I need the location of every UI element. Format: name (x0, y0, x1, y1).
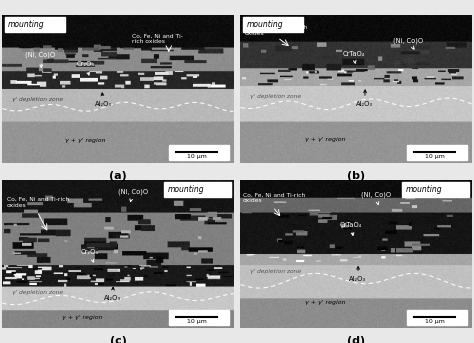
Text: Al₂O₃: Al₂O₃ (95, 93, 112, 107)
Text: γ + γ' region: γ + γ' region (305, 137, 346, 142)
Text: Co, Fe, Ni and Ti-
rich oxides: Co, Fe, Ni and Ti- rich oxides (132, 34, 182, 44)
Text: (Ni, Co)O: (Ni, Co)O (118, 189, 148, 202)
Bar (169, 310, 229, 324)
Text: CrTaO₄: CrTaO₄ (342, 51, 365, 63)
Text: (a): (a) (109, 171, 127, 181)
Text: γ + γ' region: γ + γ' region (305, 300, 346, 305)
Text: (Ni, Co)O: (Ni, Co)O (26, 52, 55, 68)
Text: (Ni, Co)O: (Ni, Co)O (393, 37, 423, 49)
Text: γ + γ' region: γ + γ' region (65, 138, 105, 143)
Text: (Ni, Co)O: (Ni, Co)O (361, 192, 391, 204)
Text: mounting: mounting (8, 20, 45, 29)
Bar (407, 145, 467, 160)
Text: Al₂O₃: Al₂O₃ (104, 287, 121, 301)
Text: Al₂O₃: Al₂O₃ (356, 90, 373, 107)
Bar (407, 310, 467, 324)
Text: Cr₂O₃: Cr₂O₃ (81, 249, 99, 262)
Text: γ' depletion zone: γ' depletion zone (12, 97, 63, 102)
Text: γ' depletion zone: γ' depletion zone (250, 94, 301, 99)
Text: (b): (b) (347, 171, 365, 181)
Bar (169, 145, 229, 160)
Text: 10 μm: 10 μm (187, 154, 207, 159)
Text: CrTaO₄: CrTaO₄ (340, 222, 362, 235)
Text: γ + γ' region: γ + γ' region (63, 315, 103, 320)
Bar (402, 182, 469, 197)
Text: Al₂O₃: Al₂O₃ (349, 267, 366, 282)
Text: Cr₂O₃: Cr₂O₃ (76, 61, 94, 75)
Bar (243, 17, 303, 32)
Text: Co, Fe, Ni and Ti-rich
oxides: Co, Fe, Ni and Ti-rich oxides (7, 197, 69, 208)
Text: (c): (c) (109, 336, 127, 343)
Text: Co, Fe, Ni and Ti-rich
oxides: Co, Fe, Ni and Ti-rich oxides (243, 193, 305, 203)
Bar (5, 17, 65, 32)
Text: Co, Fe, Ni and Ti-rich
oxides: Co, Fe, Ni and Ti-rich oxides (245, 25, 307, 36)
Text: 10 μm: 10 μm (425, 154, 445, 159)
Text: (d): (d) (347, 336, 365, 343)
Text: γ' depletion zone: γ' depletion zone (250, 269, 301, 274)
Text: 10 μm: 10 μm (187, 319, 207, 324)
Text: mounting: mounting (246, 20, 283, 29)
Text: mounting: mounting (168, 185, 204, 194)
Text: 10 μm: 10 μm (425, 319, 445, 324)
Bar (164, 182, 231, 197)
Text: γ' depletion zone: γ' depletion zone (12, 290, 63, 295)
Text: mounting: mounting (406, 185, 442, 194)
